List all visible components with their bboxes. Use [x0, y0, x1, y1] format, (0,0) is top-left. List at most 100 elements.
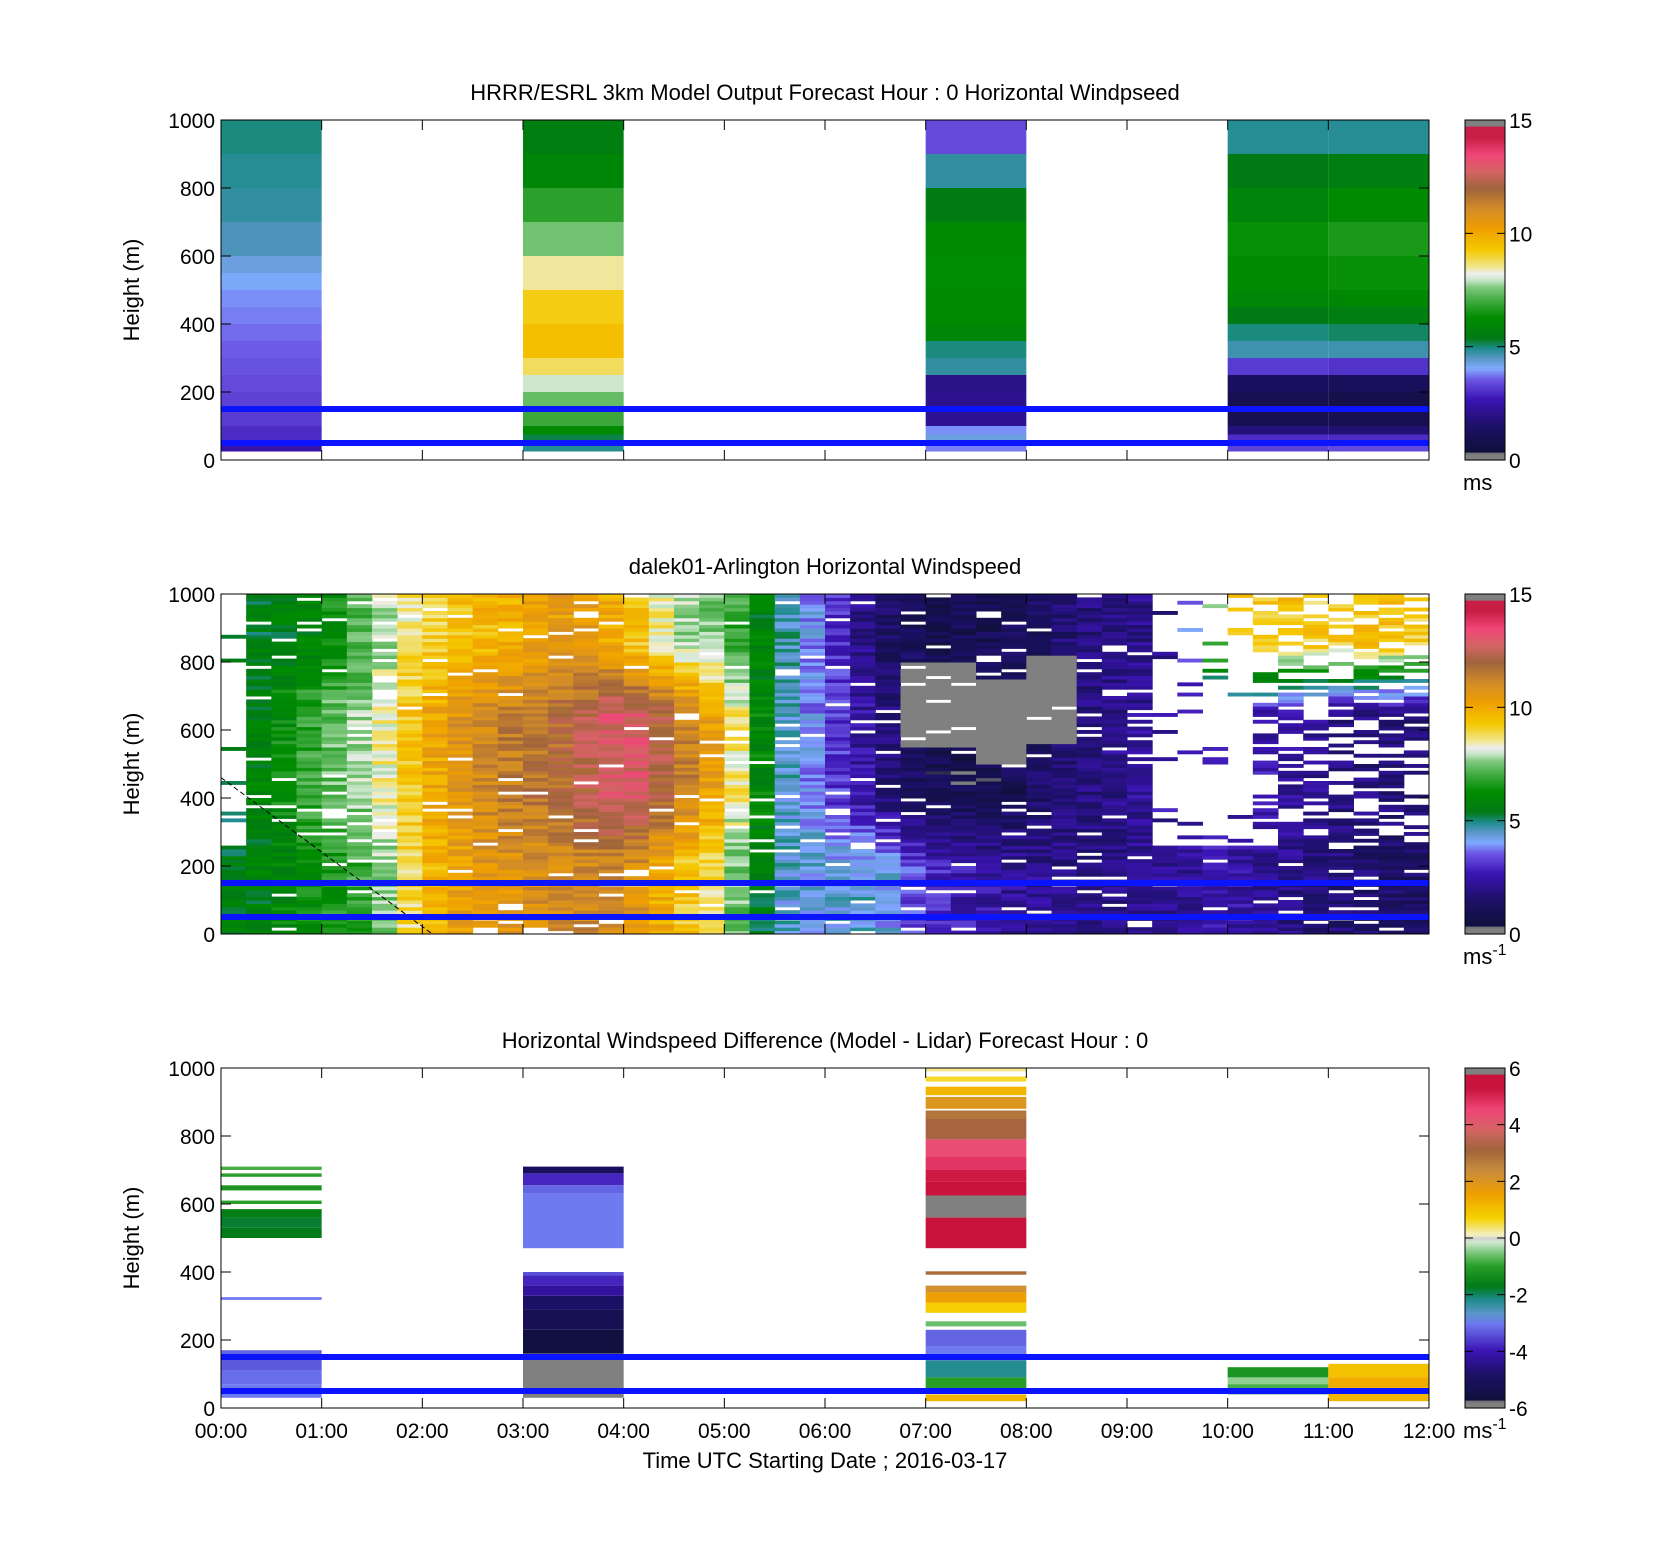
colorbar-segment [1465, 200, 1505, 203]
lidar-cell [1026, 757, 1052, 762]
lidar-cell [825, 757, 851, 762]
lidar-cell [523, 787, 549, 792]
lidar-cell [1051, 668, 1078, 673]
lidar-cell [271, 889, 297, 894]
colorbar-segment [1465, 1178, 1505, 1181]
lidar-cell [1026, 597, 1052, 602]
lidar-cell [825, 777, 851, 782]
lidar-cell [674, 679, 700, 683]
lidar-cell [623, 743, 650, 748]
lidar-cell [648, 777, 675, 782]
colorbar-segment [1465, 1112, 1505, 1115]
lidar-cell [648, 835, 675, 840]
lidar-cell [749, 713, 776, 717]
lidar-cell [976, 699, 1002, 704]
lidar-cell [950, 903, 977, 908]
colorbar-segment [1465, 916, 1505, 919]
lidar-cell [900, 750, 927, 755]
lidar-cell [925, 679, 952, 683]
lidar-cell [699, 624, 725, 629]
lidar-cell [623, 740, 650, 745]
lidar-cell [1303, 600, 1329, 605]
lidar-cell [774, 665, 801, 670]
lidar-cell [1101, 723, 1128, 728]
lidar-cell [1026, 614, 1052, 619]
lidar-cell [1001, 838, 1027, 843]
lidar-cell [598, 713, 625, 717]
lidar-cell [246, 709, 272, 714]
lidar-cell [674, 866, 700, 870]
lidar-cell [1076, 621, 1103, 626]
difference-cell [523, 1193, 624, 1204]
lidar-cell [1378, 794, 1405, 799]
lidar-cell [447, 770, 474, 775]
lidar-cell [774, 682, 801, 687]
colorbar-segment [1465, 732, 1505, 735]
lidar-cell [372, 730, 398, 734]
lidar-cell [372, 651, 398, 656]
lidar-cell [1378, 702, 1405, 707]
lidar-cell [1076, 648, 1103, 653]
lidar-cell [749, 825, 776, 830]
lidar-cell [1026, 787, 1052, 792]
colorbar-segment [1465, 880, 1505, 883]
lidar-cell [799, 886, 826, 891]
lidar-cell [397, 594, 423, 598]
lidar-cell [875, 849, 901, 853]
lidar-cell [548, 770, 574, 775]
lidar-cell [397, 638, 423, 643]
lidar-cell [925, 621, 952, 626]
lidar-cell [1278, 747, 1304, 751]
lidar-cell [346, 655, 373, 660]
lidar-cell [1378, 930, 1405, 934]
lidar-cell [246, 798, 272, 802]
lidar-cell [422, 743, 448, 748]
lidar-cell [749, 740, 776, 745]
colorbar-segment [1465, 144, 1505, 147]
lidar-cell [346, 808, 373, 813]
colorbar-segment [1465, 1350, 1505, 1353]
lidar-cell [850, 709, 876, 714]
lidar-cell [472, 808, 499, 813]
lidar-cell [321, 614, 348, 619]
lidar-cell [422, 645, 448, 649]
colorbar-unit-exponent: -1 [1492, 1416, 1506, 1433]
lidar-cell [246, 607, 272, 612]
lidar-cell [1051, 842, 1078, 847]
lidar-cell [422, 866, 448, 870]
colorbar-segment [1465, 892, 1505, 895]
lidar-cell [1353, 634, 1380, 639]
difference-cell [925, 1096, 1027, 1109]
lidar-cell [573, 740, 599, 745]
lidar-cell [1303, 818, 1329, 823]
lidar-cell [875, 855, 901, 860]
lidar-cell [523, 798, 549, 802]
lidar-cell [296, 753, 323, 758]
lidar-cell [648, 910, 675, 915]
lidar-cell [1152, 852, 1178, 857]
lidar-cell [497, 638, 524, 643]
lidar-cell [271, 645, 297, 649]
lidar-cell [346, 682, 373, 687]
lidar-cell [774, 719, 801, 724]
lidar-cell [850, 760, 876, 765]
lidar-cell [271, 815, 297, 819]
lidar-cell [598, 869, 625, 874]
lidar-cell [976, 920, 1002, 925]
lidar-cell [246, 679, 272, 683]
lidar-cell [1001, 910, 1027, 915]
lidar-cell [850, 750, 876, 755]
lidar-cell [1026, 876, 1052, 881]
lidar-cell [598, 818, 625, 823]
lidar-cell [472, 900, 499, 904]
lidar-cell [1278, 723, 1304, 728]
lidar-cell [397, 859, 423, 864]
lidar-cell [850, 753, 876, 758]
lidar-cell [598, 855, 625, 860]
colorbar-segment [1465, 388, 1505, 391]
lidar-cell [422, 611, 448, 615]
lidar-cell [1127, 801, 1153, 806]
lidar-cell [950, 784, 977, 789]
lidar-cell [1001, 719, 1027, 724]
lidar-cell [850, 828, 876, 833]
